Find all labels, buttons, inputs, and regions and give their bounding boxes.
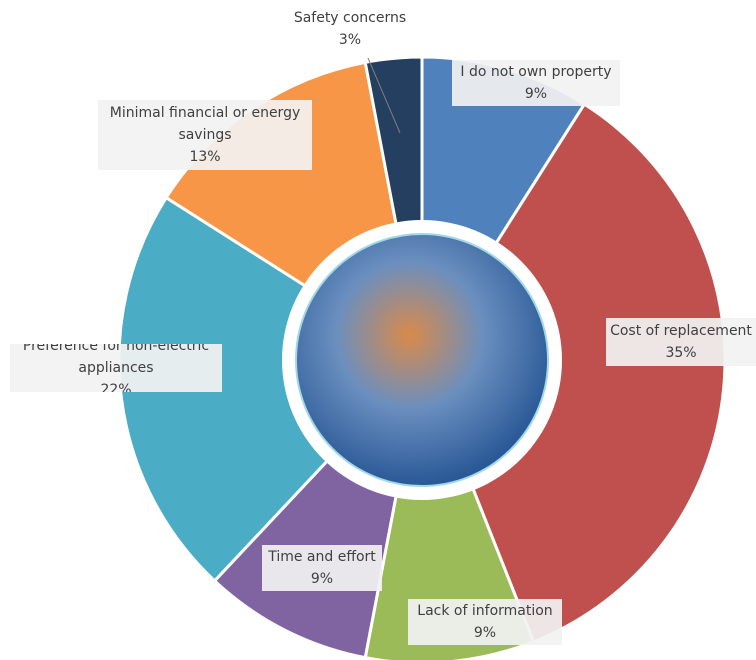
label-value: 35% <box>665 345 697 361</box>
leader-line <box>367 57 401 134</box>
slice-label: I do not own property 9% <box>452 60 620 106</box>
slice-label: Preference for non-electric appliances 22… <box>10 344 222 392</box>
slice <box>363 354 536 660</box>
center-image <box>295 233 549 487</box>
label-name: Safety concerns <box>293 10 407 26</box>
label-value: 9% <box>473 625 497 641</box>
label-name: Time and effort <box>268 549 376 565</box>
slice-label: Safety concerns 3% <box>280 4 420 54</box>
label-name: I do not own property <box>460 64 612 80</box>
label-value: 22% <box>100 382 132 392</box>
slice-label: Time and effort 9% <box>262 545 382 591</box>
label-name: Lack of information <box>417 603 553 619</box>
label-value: 9% <box>524 86 548 102</box>
label-name: Cost of replacement <box>610 323 752 339</box>
slice-label: Minimal financial or energy savings 13% <box>98 100 312 170</box>
label-value: 9% <box>310 571 334 587</box>
slice <box>420 102 727 644</box>
label-value: 3% <box>338 32 362 48</box>
slice-label: Lack of information 9% <box>408 599 562 645</box>
label-name: Minimal financial or energy savings <box>109 105 301 143</box>
label-value: 13% <box>189 149 221 165</box>
label-name: Preference for non-electric appliances <box>22 344 210 376</box>
slice <box>117 195 425 583</box>
slice-label: Cost of replacement 35% <box>606 318 756 366</box>
